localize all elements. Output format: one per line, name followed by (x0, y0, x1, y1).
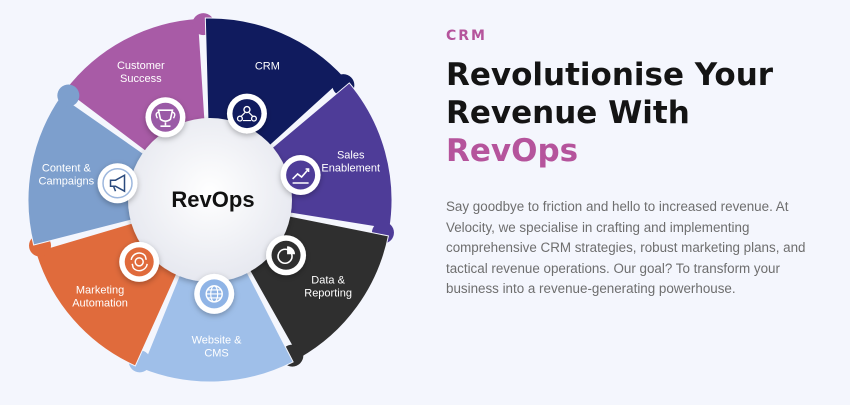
segment-label-line: Customer (117, 60, 165, 72)
content-column: CRM Revolutionise Your Revenue With RevO… (446, 28, 826, 300)
segment-label-line: Automation (72, 298, 128, 310)
headline-accent: RevOps (446, 133, 579, 169)
icon-badge-fill (286, 160, 316, 190)
revops-wheel-diagram: RevOps Customer Success CRM Sales Enablement… (27, 13, 394, 383)
segment-label-line: Sales (337, 150, 365, 162)
icon-badge-fill (271, 240, 301, 270)
segment-label-website-cms: Website & CMS (192, 334, 243, 359)
center-label: RevOps (171, 187, 254, 212)
segment-tab-content-campaigns (57, 84, 80, 107)
center-hub (128, 118, 292, 282)
section-eyebrow: CRM (446, 28, 487, 44)
segment-label-line: Content & (42, 162, 92, 174)
segment-label-sales-enablement: Sales Enablement (321, 150, 380, 175)
globe-icon (194, 273, 235, 314)
intro-paragraph: Say goodbye to friction and hello to inc… (446, 199, 806, 296)
segment-label-customer-success: Customer Success (117, 60, 165, 85)
segment-label-line: Data & (311, 274, 345, 286)
segment-label-line: Campaigns (39, 175, 95, 187)
segment-label-line: Website & (192, 334, 243, 346)
people-network-icon (226, 93, 267, 134)
segment-label-line: Reporting (304, 287, 352, 299)
segment-label-content-campaigns: Content & Campaigns (39, 162, 95, 187)
megaphone-icon (97, 163, 138, 204)
icon-badge-fill (150, 102, 180, 132)
segment-label-marketing-automation: Marketing Automation (72, 285, 128, 310)
icon-badge-fill (102, 167, 133, 199)
segment-label-crm: CRM (255, 61, 280, 73)
segment-label-line: CMS (204, 347, 228, 359)
segment-label-line: Success (120, 73, 162, 85)
trophy-icon (145, 97, 186, 138)
icon-badge-fill (124, 247, 154, 277)
page-title: Revolutionise Your Revenue With RevOps (446, 56, 826, 170)
segment-label-line: Enablement (321, 163, 380, 175)
pie-chart-icon (266, 235, 307, 276)
segment-label-line: Marketing (76, 285, 124, 297)
segment-label-line: CRM (255, 61, 280, 73)
icon-badge-fill (232, 99, 262, 129)
gear-cycle-icon (119, 241, 160, 282)
headline-line-1: Revolutionise Your (446, 57, 774, 93)
handshake-chart-icon (280, 154, 321, 195)
headline-line-2-prefix: Revenue With (446, 95, 690, 131)
segment-label-data-reporting: Data & Reporting (304, 274, 352, 299)
